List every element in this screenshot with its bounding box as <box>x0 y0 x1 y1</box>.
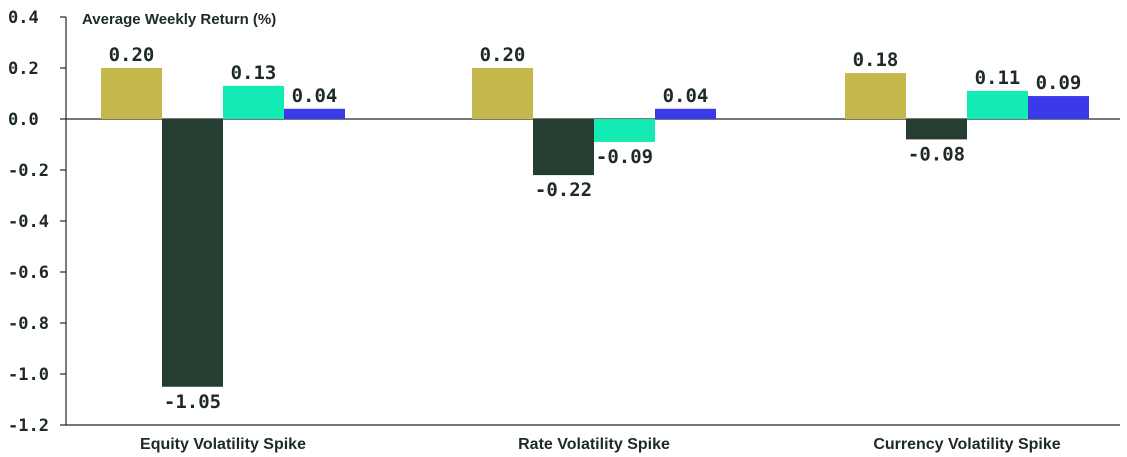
data-label: -0.09 <box>596 146 653 168</box>
category-label: Equity Volatility Spike <box>140 436 306 453</box>
bar <box>1028 96 1089 119</box>
data-label: 0.09 <box>1036 72 1082 94</box>
bar <box>472 68 533 119</box>
y-tick-label: -1.0 <box>8 365 49 385</box>
data-label: -0.08 <box>908 143 965 165</box>
y-axis-title: Average Weekly Return (%) <box>82 11 276 28</box>
data-label: 0.04 <box>663 85 709 107</box>
bar <box>162 119 223 387</box>
y-tick-label: -0.6 <box>8 263 49 283</box>
data-label: 0.11 <box>975 67 1021 89</box>
y-tick-label: -0.4 <box>8 212 49 232</box>
data-label: 0.20 <box>480 44 526 66</box>
bar <box>967 90 1028 119</box>
data-label: 0.13 <box>231 62 277 84</box>
data-label: -0.22 <box>535 179 592 201</box>
y-tick-label: -0.2 <box>8 161 49 181</box>
category-label: Rate Volatility Spike <box>518 436 670 453</box>
y-tick-label: 0.2 <box>8 59 39 79</box>
bar <box>655 108 716 119</box>
data-label: -1.05 <box>164 391 221 413</box>
data-labels: 0.20 -1.05 0.13 0.04 0.20 -0.22-0.09 0.04 0.18 -… <box>109 44 1082 413</box>
bar <box>284 108 345 119</box>
bar <box>223 85 284 119</box>
category-label: Currency Volatility Spike <box>873 436 1060 453</box>
y-tick-label: -0.8 <box>8 314 49 334</box>
y-tick-label: 0.0 <box>8 110 39 130</box>
data-label: 0.18 <box>853 49 899 71</box>
y-tick-label: -1.2 <box>8 416 49 436</box>
bar <box>906 119 967 140</box>
data-label: 0.20 <box>109 44 155 66</box>
bars <box>101 68 1089 387</box>
bar <box>533 119 594 176</box>
data-label: 0.04 <box>292 85 338 107</box>
category-labels: Equity Volatility Spike Rate Volatility S… <box>140 436 1061 453</box>
bar <box>845 73 906 119</box>
bar <box>594 119 655 142</box>
y-tick-label: 0.4 <box>8 8 39 28</box>
bar <box>101 68 162 119</box>
axes: 0.4 0.2 0.0 -0.2 -0.4 -0.6 -0.8 -1.0 -1.2 <box>8 8 1120 436</box>
